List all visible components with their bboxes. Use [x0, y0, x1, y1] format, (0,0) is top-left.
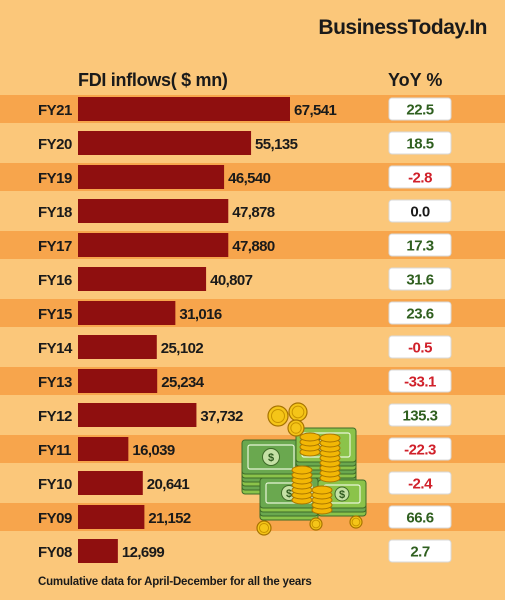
bar-value-label: 12,699 [122, 544, 165, 561]
yoy-box [388, 403, 452, 427]
category-label: FY13 [38, 374, 72, 391]
bar-value-label: 40,807 [210, 272, 253, 289]
bar [78, 505, 145, 529]
yoy-value: 22.5 [406, 102, 433, 119]
yoy-value: -2.4 [408, 476, 433, 493]
bar [78, 301, 176, 325]
yoy-box [388, 471, 452, 495]
yoy-box [388, 301, 452, 325]
yoy-value: -22.3 [404, 442, 436, 459]
category-label: FY12 [38, 408, 72, 425]
bar [78, 199, 229, 223]
bar [78, 471, 143, 495]
bar-value-label: 25,234 [161, 374, 205, 391]
footnote: Cumulative data for April-December for a… [38, 576, 312, 588]
yoy-box [388, 199, 452, 223]
yoy-header: YoY % [388, 70, 443, 90]
category-label: FY09 [38, 510, 72, 527]
yoy-box [388, 267, 452, 291]
bar [78, 131, 252, 155]
bar-value-label: 31,016 [179, 306, 222, 323]
category-label: FY20 [38, 136, 72, 153]
svg-text:$: $ [268, 452, 274, 464]
yoy-value: 18.5 [406, 136, 433, 153]
yoy-value: 66.6 [406, 510, 433, 527]
bar-value-label: 67,541 [294, 102, 337, 119]
yoy-box [388, 437, 452, 461]
yoy-value: -0.5 [408, 340, 432, 357]
bar [78, 539, 118, 563]
bar-value-label: 20,641 [147, 476, 190, 493]
yoy-value: -2.8 [408, 170, 432, 187]
category-label: FY14 [38, 340, 73, 357]
category-label: FY10 [38, 476, 72, 493]
yoy-value: 135.3 [402, 408, 437, 425]
bar-value-label: 37,732 [200, 408, 243, 425]
bar-value-label: 25,102 [161, 340, 204, 357]
money-coins-illustration: $$$$ [241, 402, 367, 536]
yoy-box [388, 369, 452, 393]
bar-value-label: 46,540 [228, 170, 271, 187]
category-label: FY08 [38, 544, 72, 561]
yoy-box [388, 165, 452, 189]
bar-value-label: 47,878 [232, 204, 275, 221]
bar-value-label: 55,135 [255, 136, 298, 153]
yoy-box [388, 335, 452, 359]
category-label: FY18 [38, 204, 72, 221]
yoy-value: 31.6 [406, 272, 433, 289]
bar [78, 233, 229, 257]
bar [78, 165, 225, 189]
yoy-box [388, 233, 452, 257]
svg-text:$: $ [339, 489, 345, 501]
bar-value-label: 16,039 [132, 442, 175, 459]
bar [78, 403, 197, 427]
bar [78, 267, 207, 291]
bar [78, 437, 129, 461]
bar [78, 335, 157, 359]
yoy-box [388, 97, 452, 121]
category-label: FY21 [38, 102, 72, 119]
yoy-box [388, 131, 452, 155]
svg-text:$: $ [286, 488, 292, 500]
chart-title: FDI inflows( $ mn) [78, 70, 228, 90]
yoy-value: 0.0 [410, 204, 430, 221]
yoy-box [388, 505, 452, 529]
bar-value-label: 47,880 [232, 238, 275, 255]
bar [78, 369, 158, 393]
category-label: FY17 [38, 238, 72, 255]
brand-logo: BusinessToday.In [318, 16, 487, 39]
yoy-box [388, 539, 452, 563]
yoy-value: 2.7 [410, 544, 430, 561]
yoy-value: 23.6 [406, 306, 433, 323]
category-label: FY16 [38, 272, 72, 289]
bar-value-label: 21,152 [148, 510, 191, 527]
category-label: FY19 [38, 170, 72, 187]
category-label: FY15 [38, 306, 72, 323]
bar [78, 97, 290, 121]
category-label: FY11 [38, 442, 71, 459]
yoy-value: -33.1 [404, 374, 436, 391]
yoy-value: 17.3 [406, 238, 433, 255]
